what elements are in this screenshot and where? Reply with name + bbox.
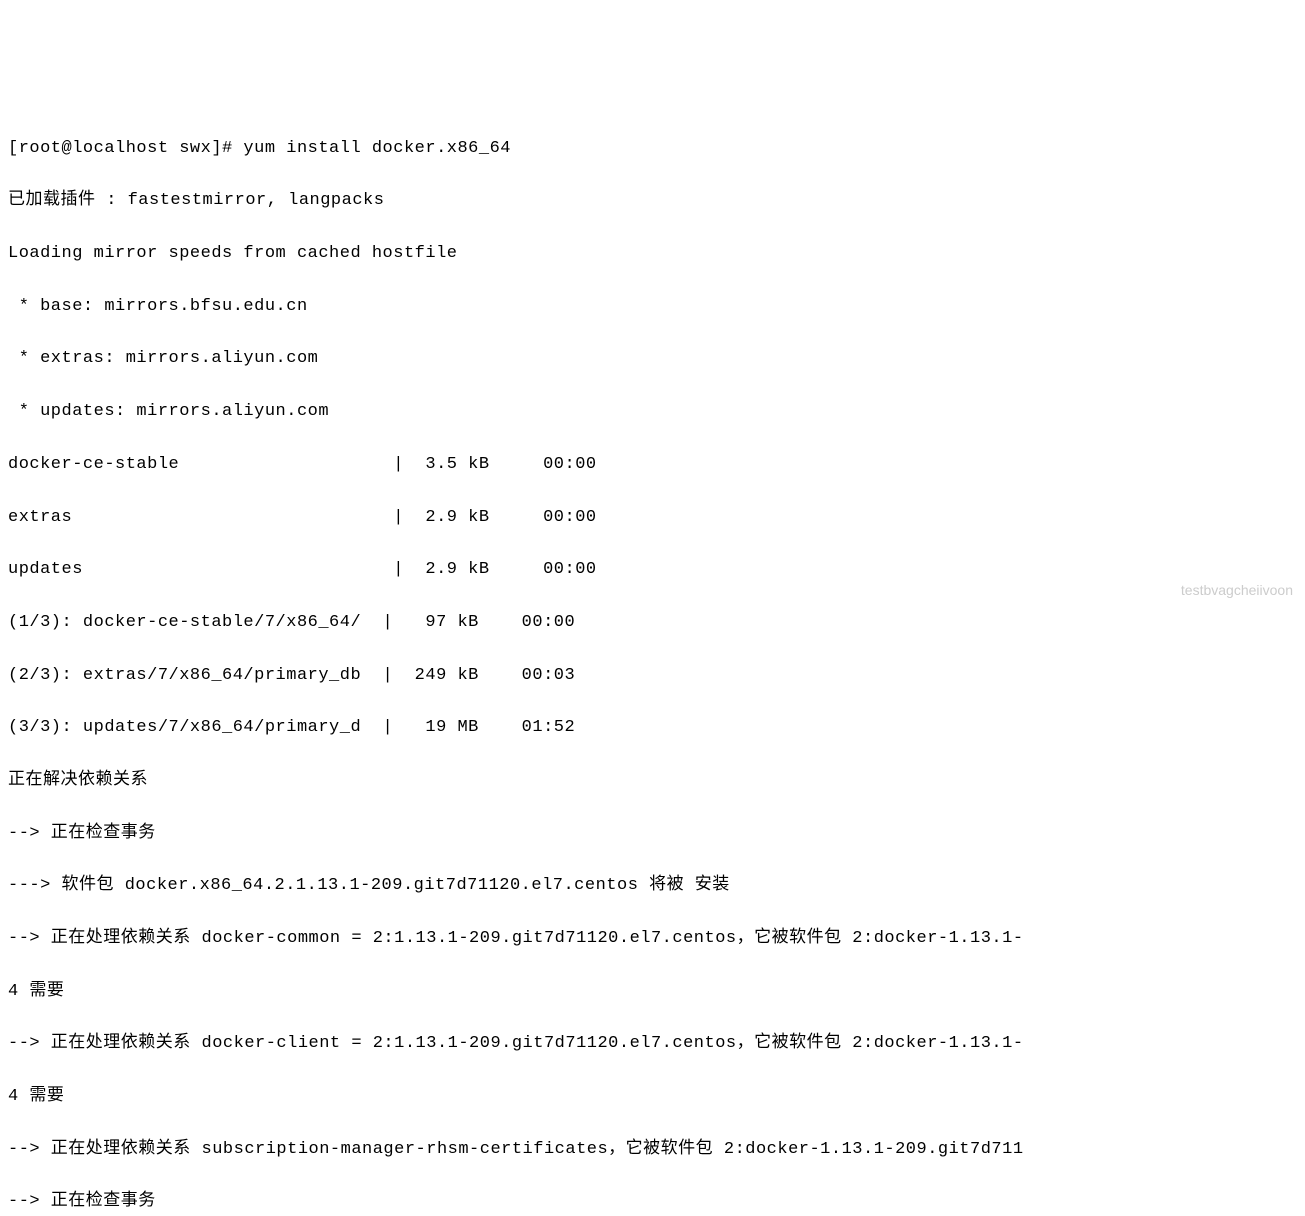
terminal-line: extras | 2.9 kB 00:00 [8,505,1297,531]
terminal-line: (2/3): extras/7/x86_64/primary_db | 249 … [8,663,1297,689]
terminal-line: [root@localhost swx]# yum install docker… [8,136,1297,162]
terminal-line: --> 正在处理依赖关系 docker-client = 2:1.13.1-20… [8,1031,1297,1057]
terminal-line: 4 需要 [8,979,1297,1005]
terminal-line: --> 正在检查事务 [8,1189,1297,1215]
terminal-line: --> 正在处理依赖关系 subscription-manager-rhsm-c… [8,1137,1297,1163]
terminal-line: * base: mirrors.bfsu.edu.cn [8,294,1297,320]
terminal-line: (3/3): updates/7/x86_64/primary_d | 19 M… [8,715,1297,741]
terminal-line: --> 正在处理依赖关系 docker-common = 2:1.13.1-20… [8,926,1297,952]
terminal-line: docker-ce-stable | 3.5 kB 00:00 [8,452,1297,478]
terminal-line: updates | 2.9 kB 00:00 [8,557,1297,583]
terminal-line: * updates: mirrors.aliyun.com [8,399,1297,425]
terminal-line: * extras: mirrors.aliyun.com [8,346,1297,372]
terminal-line: Loading mirror speeds from cached hostfi… [8,241,1297,267]
terminal-line: 正在解决依赖关系 [8,768,1297,794]
terminal-line: --> 正在检查事务 [8,821,1297,847]
watermark-text: testbvagcheiivoon [1181,580,1293,602]
terminal-line: 4 需要 [8,1084,1297,1110]
terminal-output: [root@localhost swx]# yum install docker… [8,109,1297,1216]
terminal-line: ---> 软件包 docker.x86_64.2.1.13.1-209.git7… [8,873,1297,899]
terminal-line: 已加载插件 : fastestmirror, langpacks [8,188,1297,214]
terminal-line: (1/3): docker-ce-stable/7/x86_64/ | 97 k… [8,610,1297,636]
